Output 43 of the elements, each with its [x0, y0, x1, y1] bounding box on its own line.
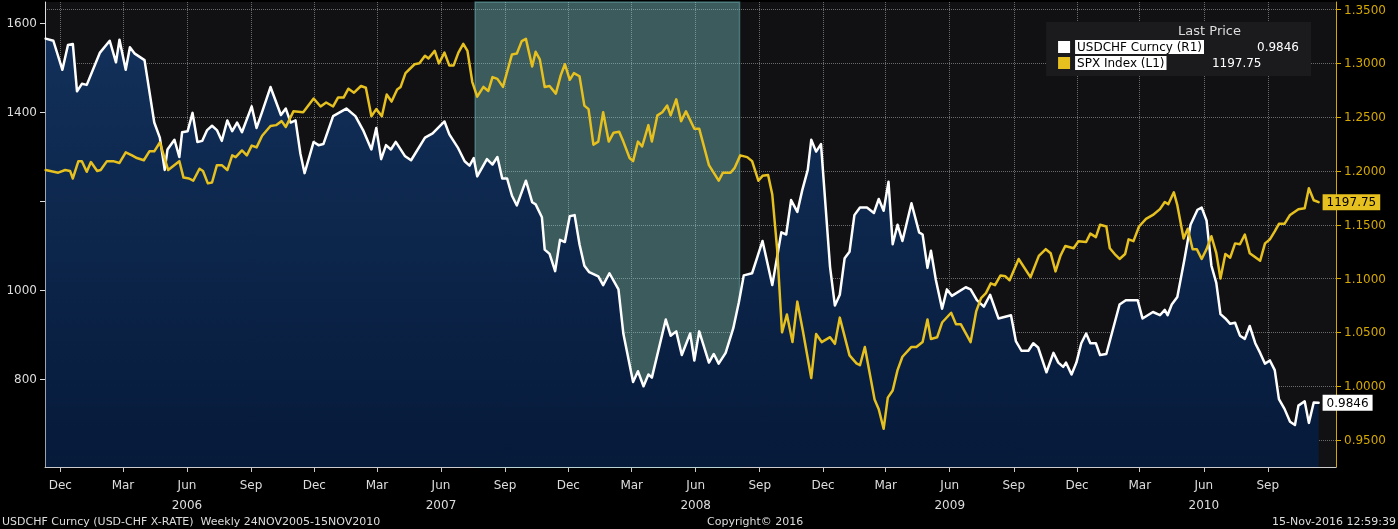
- text: 1197.75: [1211, 56, 1262, 70]
- x-tick-label: Mar: [1128, 478, 1152, 492]
- x-tick-label: Dec: [811, 478, 835, 492]
- y2-tick-label: 1.1000: [1344, 271, 1386, 286]
- y2-tick-label: 1.3500: [1344, 2, 1386, 17]
- x-tick-label: Jun 2006: [171, 478, 203, 512]
- y2-tick-label: 1.0000: [1344, 379, 1386, 394]
- text: Copyright© 2016: [707, 515, 804, 528]
- x-tick-label: Sep: [1002, 478, 1026, 492]
- y2-tick-label: 1.2000: [1344, 163, 1386, 178]
- y2-tick-label: 1.1500: [1344, 217, 1386, 232]
- x-tick-label: Dec: [302, 478, 326, 492]
- y-tick-label: 1000: [6, 283, 37, 298]
- y-tick-label: 1400: [6, 105, 37, 120]
- x-tick-label: Sep: [1256, 478, 1280, 492]
- x-tick-label: Jun 2010: [1188, 478, 1220, 512]
- legend-title: Last Price: [1178, 23, 1242, 38]
- x-tick-label: Sep: [748, 478, 772, 492]
- y2-tick-label: 1.0500: [1344, 325, 1386, 340]
- x-tick-label: Jun 2009: [934, 478, 966, 512]
- y2-tick-label: 1.2500: [1344, 110, 1386, 125]
- text: 0.9846: [1257, 40, 1299, 54]
- x-tick-label: Mar: [365, 478, 389, 492]
- x-tick-label: Sep: [493, 478, 517, 492]
- legend-label: USDCHF Curncy (R1): [1077, 40, 1202, 54]
- x-tick-label: Mar: [620, 478, 644, 492]
- x-tick-label: Dec: [556, 478, 580, 492]
- legend-label: SPX Index (L1): [1077, 56, 1165, 70]
- x-tick-label: Dec: [48, 478, 72, 492]
- y2-tick-label: 1.3000: [1344, 56, 1386, 71]
- x-tick-label: Jun 2007: [425, 478, 457, 512]
- data-label: 1197.75: [1326, 195, 1377, 210]
- y-tick-label: 1600: [6, 16, 37, 31]
- x-tick-label: Mar: [874, 478, 898, 492]
- data-label: 0.9846: [1326, 395, 1369, 410]
- y2-tick-label: 0.9500: [1344, 433, 1386, 448]
- y-tick-label: 800: [14, 371, 37, 386]
- x-tick-label: Jun 2008: [680, 478, 711, 512]
- x-tick-label: Dec: [1065, 478, 1089, 492]
- text: USDCHF Curncy (USD-CHF X-RATE) Weekly 24NOV2005-15NOV2010: [2, 515, 381, 528]
- x-tick-label: Sep: [239, 478, 263, 492]
- x-tick-label: Mar: [111, 478, 135, 492]
- text: 15-Nov-2016 12:59:39: [1271, 515, 1396, 528]
